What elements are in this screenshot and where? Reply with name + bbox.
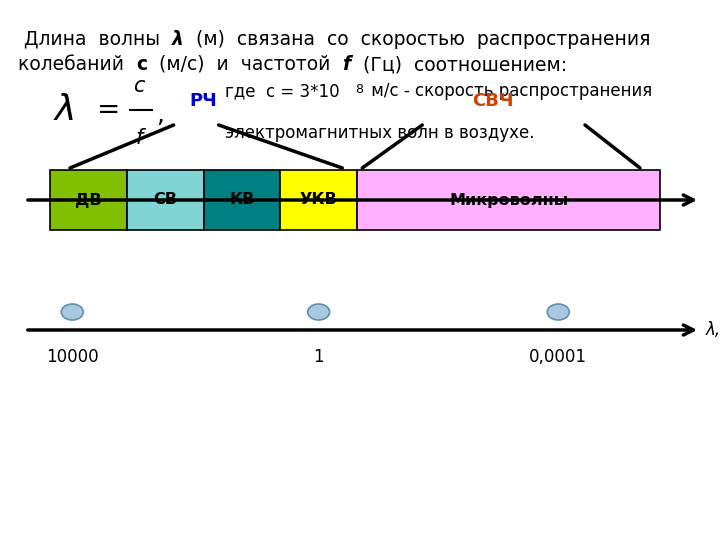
Text: РЧ: РЧ bbox=[190, 92, 217, 110]
Text: (м/с)  и  частотой: (м/с) и частотой bbox=[147, 55, 343, 74]
Bar bbox=[127, 170, 204, 230]
Text: ДВ: ДВ bbox=[75, 192, 102, 207]
Bar bbox=[357, 170, 660, 230]
Text: м/с - скорость распространения: м/с - скорость распространения bbox=[366, 82, 652, 100]
Bar bbox=[281, 170, 357, 230]
Text: СВ: СВ bbox=[153, 192, 177, 207]
Ellipse shape bbox=[61, 304, 84, 320]
Text: с: с bbox=[136, 55, 147, 74]
Text: колебаний: колебаний bbox=[18, 55, 136, 74]
Text: (м)  связана  со  скоростью  распространения: (м) связана со скоростью распространения bbox=[184, 30, 650, 49]
Text: КВ: КВ bbox=[230, 192, 255, 207]
Text: λ, м: λ, м bbox=[706, 321, 720, 339]
Text: f: f bbox=[343, 55, 351, 74]
Bar bbox=[204, 170, 281, 230]
Text: Микроволны: Микроволны bbox=[449, 192, 568, 207]
Text: где  с = 3*10: где с = 3*10 bbox=[225, 82, 340, 100]
Text: =: = bbox=[97, 96, 120, 124]
Ellipse shape bbox=[547, 304, 570, 320]
Text: ,: , bbox=[156, 103, 164, 127]
Text: λ: λ bbox=[55, 93, 76, 127]
Text: 0,0001: 0,0001 bbox=[529, 348, 588, 366]
Text: Длина  волны: Длина волны bbox=[18, 30, 172, 49]
Text: f: f bbox=[135, 128, 143, 148]
Bar bbox=[50, 170, 127, 230]
Text: электромагнитных волн в воздухе.: электромагнитных волн в воздухе. bbox=[225, 124, 534, 142]
Text: 1: 1 bbox=[313, 348, 324, 366]
Ellipse shape bbox=[307, 304, 330, 320]
Text: λ: λ bbox=[172, 30, 184, 49]
Text: c: c bbox=[133, 76, 145, 96]
Text: (Гц)  соотношением:: (Гц) соотношением: bbox=[351, 55, 567, 74]
Text: УКВ: УКВ bbox=[300, 192, 338, 207]
Text: СВЧ: СВЧ bbox=[472, 92, 514, 110]
Text: 8: 8 bbox=[355, 83, 363, 96]
Text: 10000: 10000 bbox=[46, 348, 99, 366]
